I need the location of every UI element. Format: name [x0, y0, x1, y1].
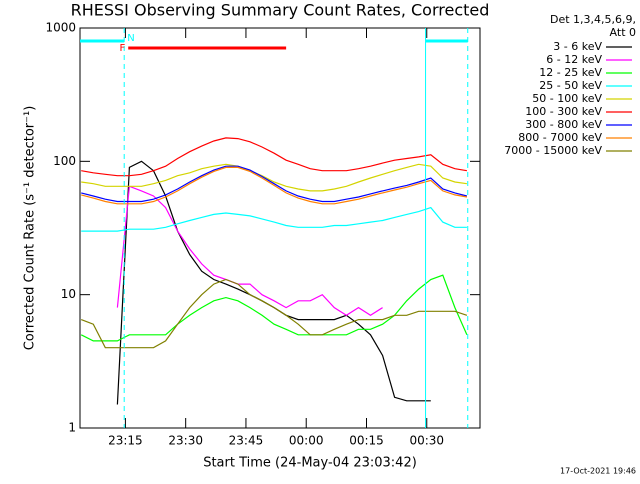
y-tick-label: 100: [53, 154, 76, 168]
x-tick-label: 00:00: [289, 434, 324, 448]
x-tick-label: 23:15: [108, 434, 143, 448]
footer: 17-Oct-2021 19:46: [560, 467, 636, 476]
y-axis-label: Corrected Count Rate (s⁻¹ detector⁻¹): [23, 106, 38, 351]
plot-frame: [79, 27, 481, 429]
x-axis-label: Start Time (24-May-04 23:03:42): [203, 456, 417, 471]
legend-label: 3 - 6 keV: [553, 40, 602, 53]
series-line: [81, 165, 468, 203]
x-tick-label: 00:30: [409, 434, 444, 448]
series-line: [80, 278, 468, 349]
legend-label: 25 - 50 keV: [539, 79, 602, 92]
legend-label: 50 - 100 keV: [532, 92, 602, 105]
y-tick-label: 1000: [45, 21, 76, 35]
legend-label: 800 - 7000 keV: [518, 131, 602, 144]
legend-label: 300 - 800 keV: [525, 118, 602, 131]
legend-label: 12 - 25 keV: [539, 66, 602, 79]
series-line: [81, 206, 467, 232]
legend-label: 100 - 300 keV: [525, 105, 602, 118]
series-line: [116, 185, 383, 317]
y-tick-label: 10: [61, 287, 76, 301]
x-tick-label: 23:45: [229, 434, 264, 448]
series-line: [81, 166, 468, 205]
interval-label: N: [127, 33, 134, 44]
series-line: [81, 163, 467, 192]
chart-title: RHESSI Observing Summary Count Rates, Co…: [71, 1, 490, 20]
x-tick-label: 00:15: [349, 434, 384, 448]
interval-label: F: [119, 43, 125, 54]
legend-title: Att 0: [610, 26, 636, 39]
y-tick-label: 1: [68, 421, 76, 435]
x-tick-label: 23:30: [168, 434, 203, 448]
series-line: [81, 137, 467, 177]
legend-label: 7000 - 15000 keV: [504, 144, 602, 157]
legend-label: 6 - 12 keV: [546, 53, 602, 66]
series-line: [80, 274, 468, 342]
legend-title: Det 1,3,4,5,6,9,: [550, 13, 636, 26]
